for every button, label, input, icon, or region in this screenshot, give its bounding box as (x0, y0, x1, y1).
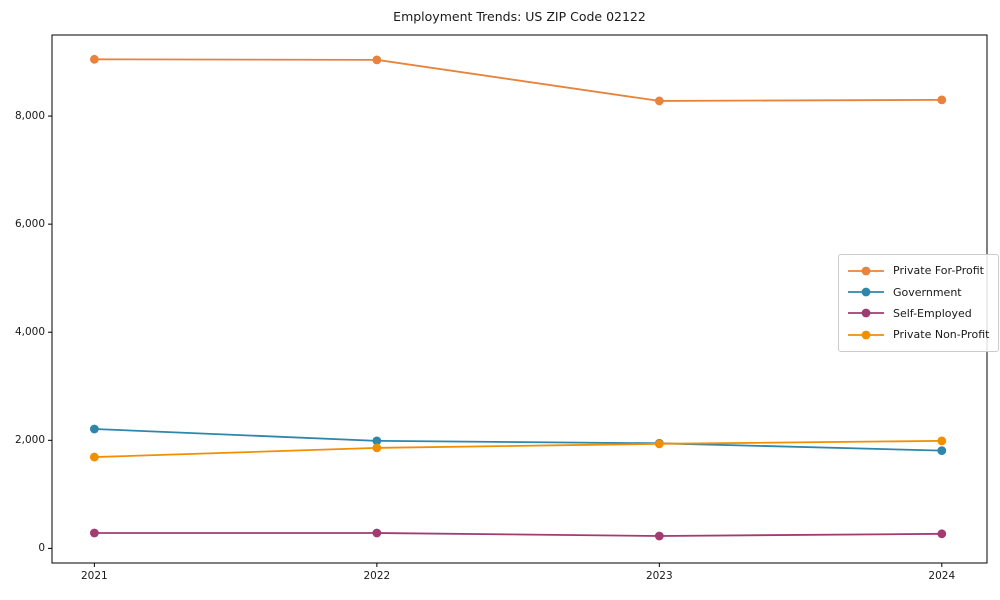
data-point-private-for-profit-2021 (89, 54, 99, 64)
x-tick-label: 2022 (363, 570, 391, 582)
y-tick-label: 8,000 (14, 109, 45, 122)
series-line-self-employed (94, 532, 942, 537)
data-point-self-employed-2022 (372, 528, 382, 538)
data-point-private-non-profit-2022 (372, 443, 382, 453)
y-tick-label: 2,000 (14, 433, 45, 446)
y-tick-label: 4,000 (14, 325, 45, 338)
legend-item-government: Government (847, 281, 989, 302)
data-point-private-non-profit-2024 (937, 436, 947, 446)
series-line-private-for-profit (94, 58, 942, 102)
legend-item-label: Private For-Profit (893, 264, 984, 278)
data-point-government-2022 (372, 436, 382, 446)
legend-swatch-icon (848, 287, 884, 297)
chart-title: Employment Trends: US ZIP Code 02122 (393, 9, 646, 24)
x-tick-label: 2021 (80, 570, 108, 582)
legend-item-label: Self-Employed (893, 306, 972, 320)
legend-item-label: Private Non-Profit (893, 328, 990, 342)
data-point-self-employed-2021 (89, 528, 99, 538)
data-point-private-non-profit-2021 (89, 452, 99, 462)
legend-swatch-icon (848, 330, 884, 340)
series-line-private-non-profit (94, 439, 942, 458)
x-tick-label: 2024 (928, 570, 956, 582)
data-point-private-for-profit-2022 (372, 55, 382, 65)
data-point-self-employed-2023 (654, 531, 664, 541)
data-point-government-2021 (89, 424, 99, 434)
legend-item-private-for-profit: Private For-Profit (847, 260, 989, 281)
data-point-government-2024 (937, 446, 947, 455)
data-point-self-employed-2024 (937, 529, 947, 539)
x-tick-label: 2023 (645, 570, 673, 582)
legend: Private For-Profit Government Self-Employe… (838, 254, 1000, 352)
legend-swatch-icon (848, 309, 884, 318)
data-point-private-for-profit-2023 (654, 96, 664, 106)
y-tick-label: 0 (38, 541, 45, 554)
legend-item-private-non-profit: Private Non-Profit (847, 324, 989, 345)
legend-item-label: Government (893, 285, 962, 299)
series-line-government (94, 428, 942, 452)
y-tick-label: 6,000 (14, 217, 45, 230)
data-point-private-for-profit-2024 (937, 95, 947, 105)
data-point-private-non-profit-2023 (654, 439, 664, 449)
legend-item-self-employed: Self-Employed (847, 303, 989, 324)
legend-swatch-icon (848, 266, 884, 276)
